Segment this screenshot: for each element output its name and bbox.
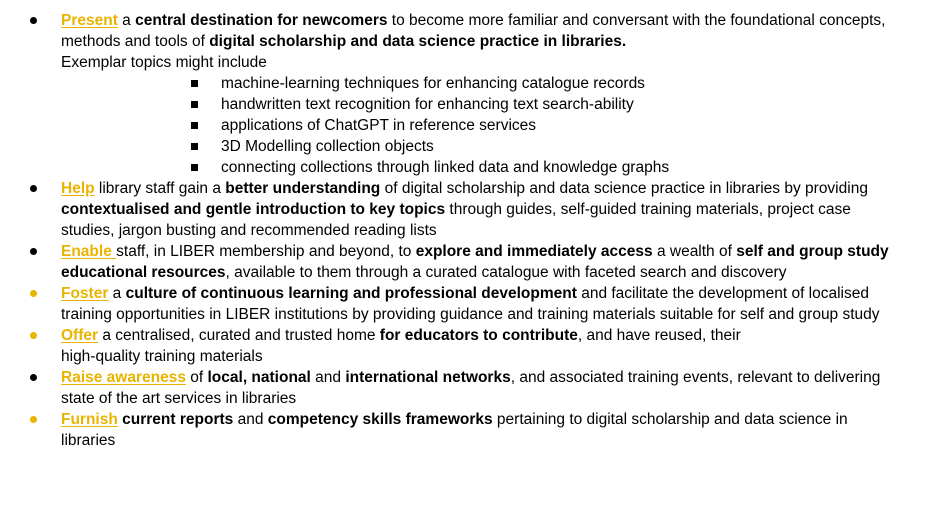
goal-note: Exemplar topics might include <box>61 54 267 71</box>
list-item: machine-learning techniques for enhancin… <box>61 73 902 94</box>
list-item: 3D Modelling collection objects <box>61 136 902 157</box>
goal-verb-link[interactable]: Furnish <box>61 411 118 428</box>
square-bullet-icon <box>191 143 198 150</box>
list-item: applications of ChatGPT in reference ser… <box>61 115 902 136</box>
square-bullet-icon <box>191 122 198 129</box>
list-item: connecting collections through linked da… <box>61 157 902 178</box>
goal-verb-link[interactable]: Foster <box>61 285 109 302</box>
goal-verb-link[interactable]: Help <box>61 180 95 197</box>
bullet-dot-icon <box>30 374 37 381</box>
square-bullet-icon <box>191 101 198 108</box>
goal-verb-link[interactable]: Raise awareness <box>61 369 186 386</box>
goal-verb-link[interactable]: Enable <box>61 243 117 260</box>
bullet-dot-icon <box>30 185 37 192</box>
goal-text: Present a central destination for newcom… <box>61 12 886 50</box>
goal-help: Help library staff gain a better underst… <box>0 178 926 241</box>
list-item: handwritten text recognition for enhanci… <box>61 94 902 115</box>
bullet-dot-icon <box>30 332 37 339</box>
square-bullet-icon <box>191 164 198 171</box>
goal-offer: Offer a centralised, curated and trusted… <box>0 325 926 367</box>
bullet-dot-icon <box>30 248 37 255</box>
bullet-dot-icon <box>30 290 37 297</box>
exemplar-topics-list: machine-learning techniques for enhancin… <box>61 73 902 178</box>
goals-list: Present a central destination for newcom… <box>0 10 926 451</box>
goal-raise-awareness: Raise awareness of local, national and i… <box>0 367 926 409</box>
square-bullet-icon <box>191 80 198 87</box>
goal-foster: Foster a culture of continuous learning … <box>0 283 926 325</box>
goal-furnish: Furnish current reports and competency s… <box>0 409 926 451</box>
goal-present: Present a central destination for newcom… <box>0 10 926 178</box>
goal-verb-link[interactable]: Offer <box>61 327 99 344</box>
bullet-dot-icon <box>30 416 37 423</box>
goal-verb-link[interactable]: Present <box>61 12 118 29</box>
bullet-dot-icon <box>30 17 37 24</box>
goal-enable: Enable staff, in LIBER membership and be… <box>0 241 926 283</box>
